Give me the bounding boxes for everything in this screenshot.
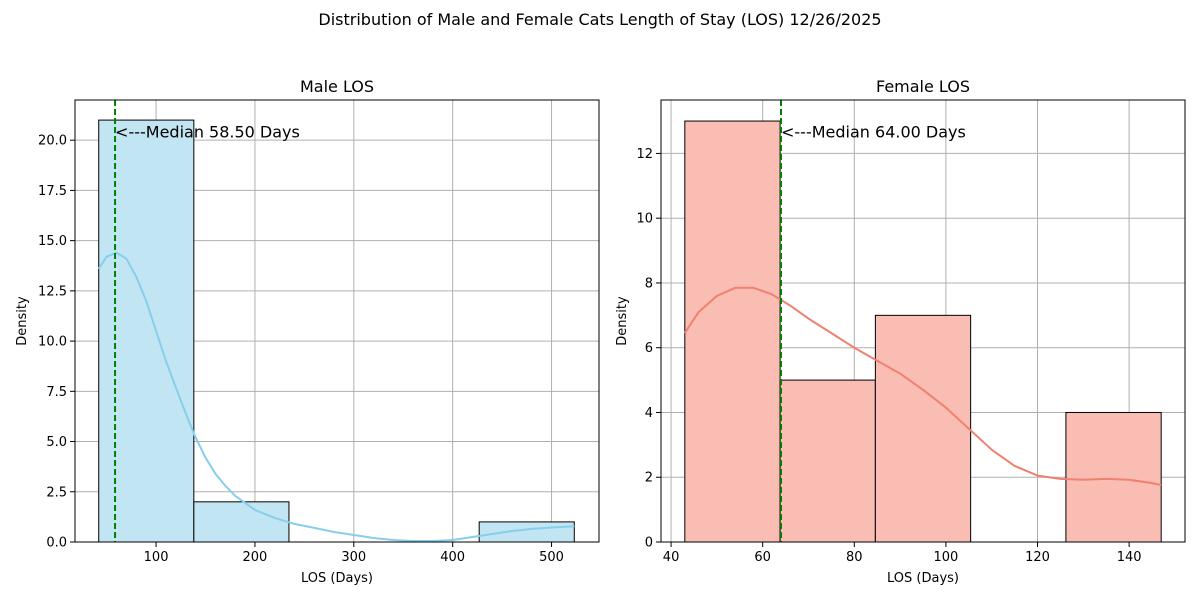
female-x-axis-label: LOS (Days) <box>887 571 959 586</box>
female-x-tick-label: 100 <box>933 550 958 565</box>
female-y-tick-label: 10 <box>636 212 653 227</box>
male-y-tick-label: 0.0 <box>46 536 67 551</box>
male-histogram-bar <box>478 521 575 543</box>
female-histogram-bar <box>779 379 876 543</box>
male-median-annotation: <---Median 58.50 Days <box>115 123 300 142</box>
male-kde <box>97 251 575 542</box>
male-median: <---Median 58.50 Days <box>114 100 300 542</box>
female-histogram-bar <box>684 120 781 543</box>
female-kde-line <box>683 286 1162 486</box>
female-y-tick-label: 8 <box>645 276 653 291</box>
figure-title: Distribution of Male and Female Cats Len… <box>318 10 881 29</box>
male-histogram-bar <box>98 119 195 543</box>
female-y-tick-label: 0 <box>645 536 653 551</box>
male-x-tick-label: 400 <box>440 550 465 565</box>
female-x-tick-label: 80 <box>846 550 863 565</box>
male-x-tick-label: 100 <box>144 550 169 565</box>
male-axes-frame <box>74 99 600 543</box>
male-y-tick-label: 5.0 <box>46 435 67 450</box>
male-kde-line <box>97 251 575 542</box>
male-bars <box>98 119 575 543</box>
female-axes-frame <box>660 99 1186 543</box>
male-y-tick-label: 12.5 <box>38 284 67 299</box>
female-bars <box>684 120 1162 543</box>
male-x-tick-label: 500 <box>539 550 564 565</box>
female-x-tick-label: 140 <box>1117 550 1142 565</box>
female-ticks: 40 60 80 100 120 140 0 2 4 6 8 10 12 <box>636 147 1141 565</box>
male-y-tick-label: 17.5 <box>38 184 67 199</box>
female-plot-title: Female LOS <box>876 77 970 96</box>
female-y-tick-label: 2 <box>645 471 653 486</box>
female-histogram-bar <box>874 314 972 543</box>
female-x-tick-label: 40 <box>663 550 680 565</box>
female-median: <---Median 64.00 Days <box>780 100 966 542</box>
male-x-axis-label: LOS (Days) <box>301 571 373 586</box>
female-los-panel: Female LOS LOS (Days) Density <---Median… <box>615 77 1186 586</box>
female-histogram-bar <box>1065 411 1162 543</box>
female-y-tick-label: 6 <box>645 341 653 356</box>
male-y-tick-label: 20.0 <box>38 134 67 149</box>
female-median-annotation: <---Median 64.00 Days <box>781 123 966 142</box>
male-y-tick-label: 7.5 <box>46 385 67 400</box>
male-ticks: 100 200 300 400 500 0.0 2.5 5.0 7.5 10.0 12.5 15.0 1… <box>38 134 564 565</box>
male-y-tick-label: 2.5 <box>46 485 67 500</box>
female-y-axis-label: Density <box>615 296 630 346</box>
male-x-tick-label: 200 <box>243 550 268 565</box>
male-los-panel: Male LOS LOS (Days) Density <---Median 5… <box>15 77 600 586</box>
female-kde <box>683 286 1162 486</box>
female-y-tick-label: 12 <box>636 147 653 162</box>
female-x-tick-label: 120 <box>1025 550 1050 565</box>
male-plot-title: Male LOS <box>300 77 374 96</box>
male-y-tick-label: 10.0 <box>38 335 67 350</box>
female-x-tick-label: 60 <box>754 550 771 565</box>
male-y-tick-label: 15.0 <box>38 234 67 249</box>
male-y-axis-label: Density <box>15 296 30 346</box>
female-y-tick-label: 4 <box>645 406 653 421</box>
male-histogram-bar <box>193 501 290 543</box>
male-x-tick-label: 300 <box>341 550 366 565</box>
